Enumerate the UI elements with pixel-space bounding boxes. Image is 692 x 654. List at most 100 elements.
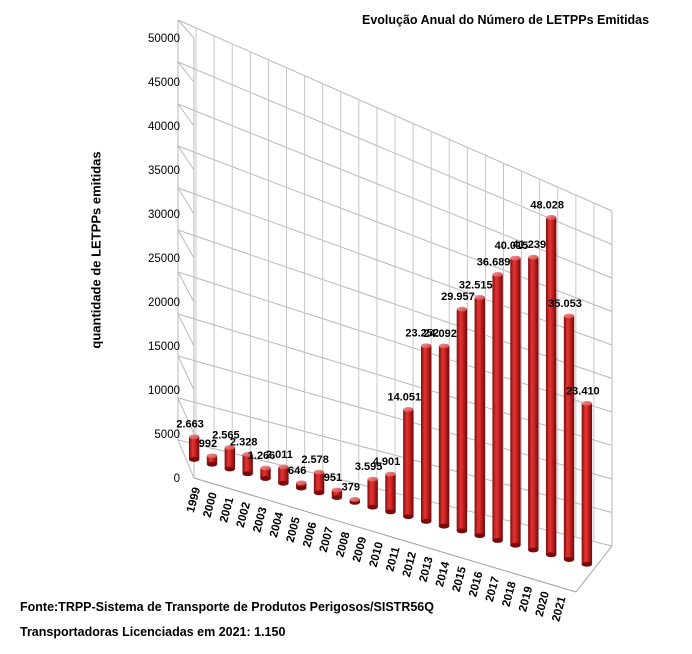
bar-body [296, 482, 307, 489]
bar-cap [438, 343, 450, 349]
data-label-2012: 23.252 [405, 328, 439, 340]
data-label-2014: 29.957 [441, 291, 475, 303]
bar-body [403, 409, 414, 517]
data-label-2015: 32.515 [459, 279, 493, 291]
data-label-2017: 40.015 [495, 240, 529, 252]
bar-cap [474, 295, 485, 300]
bar-base [510, 542, 521, 548]
x-tick-label-2003: 2003 [251, 506, 269, 534]
bar-cap [188, 434, 200, 440]
x-tick-label-2012: 2012 [401, 551, 419, 579]
bar-body [492, 274, 503, 541]
bar-body [188, 436, 200, 460]
bar-cap [296, 480, 307, 486]
bar-body [421, 345, 432, 522]
bar-2005 [296, 480, 307, 491]
x-tick-label-1999: 1999 [185, 486, 203, 514]
data-label-1999: 2.663 [176, 419, 204, 431]
y-tick-label: 25000 [148, 253, 180, 265]
bar-body [456, 309, 468, 531]
data-label-2002: 2.328 [230, 436, 258, 448]
bar-base [581, 561, 593, 567]
x-tick-label-2019: 2019 [517, 585, 535, 613]
bar-base [206, 461, 218, 467]
bar-2008 [349, 496, 360, 505]
y-tick-label: 45000 [148, 77, 180, 89]
bar-base [260, 476, 271, 481]
gridline-side-45000 [177, 61, 195, 83]
data-label-2001: 2.565 [212, 429, 240, 441]
gridline-side-0 [177, 439, 195, 479]
bar-2014 [456, 306, 468, 534]
bar-2019 [545, 215, 557, 558]
bar-1999 [188, 434, 200, 462]
licensed-carriers-note: Transportadoras Licenciadas em 2021: 1.1… [20, 625, 286, 639]
x-tick-label-2009: 2009 [351, 536, 369, 564]
x-tick-label-2016: 2016 [467, 570, 485, 598]
x-tick-label-2005: 2005 [285, 515, 303, 543]
bar-body [367, 479, 378, 508]
bar-base [403, 514, 414, 520]
data-label-2020: 35.053 [548, 298, 582, 310]
bar-2006 [313, 469, 325, 496]
y-tick-label: 10000 [148, 385, 180, 397]
data-label-2000: 992 [199, 438, 217, 450]
y-tick-label: 30000 [148, 209, 180, 221]
gridline-side-20000 [177, 271, 195, 303]
gridline-side-50000 [177, 19, 195, 39]
bar-base [367, 504, 378, 510]
bar-base [188, 457, 200, 462]
bar-cap [545, 215, 557, 220]
y-tick-label: 5000 [154, 429, 180, 441]
bar-2003 [260, 465, 271, 481]
bar-cap [278, 464, 289, 470]
bar-body [206, 455, 218, 465]
bar-body [331, 490, 343, 498]
bar-cap [581, 401, 593, 406]
x-tick-label-2015: 2015 [451, 565, 469, 593]
data-label-2003: 1.266 [248, 450, 276, 462]
bar-base [528, 547, 539, 553]
bar-base [224, 466, 236, 472]
bar-body [438, 345, 450, 527]
bar-body [242, 454, 253, 474]
gridline-side-5000 [177, 397, 195, 435]
bar-2011 [403, 407, 414, 520]
bar-2000 [206, 453, 218, 467]
chart-title: Evolução Anual do Número de LETPPs Emiti… [362, 13, 650, 27]
x-tick-label-2006: 2006 [301, 521, 319, 549]
bar-base [563, 557, 575, 562]
x-tick-label-2020: 2020 [534, 590, 552, 618]
x-tick-label-2017: 2017 [484, 575, 502, 603]
bar-cap [403, 407, 414, 412]
gridline-side-10000 [177, 355, 195, 391]
x-tick-label-2010: 2010 [368, 541, 386, 569]
y-tick-label: 15000 [148, 341, 180, 353]
bar-cap [260, 465, 271, 471]
x-tick-label-2011: 2011 [384, 545, 402, 573]
data-label-2005: 646 [288, 465, 306, 477]
bar-2010 [385, 471, 396, 515]
bar-cap [367, 476, 378, 482]
x-tick-label-2002: 2002 [235, 501, 253, 529]
x-tick-label-2008: 2008 [334, 530, 352, 558]
bar-base [296, 485, 307, 491]
bar-2001 [224, 445, 236, 472]
bar-cap [385, 471, 396, 477]
bar-2002 [242, 452, 253, 477]
bar-cap [456, 306, 468, 312]
y-tick-label: 20000 [148, 297, 180, 309]
bar-2018 [528, 254, 539, 553]
bar-base [545, 552, 557, 558]
x-tick-label-2004: 2004 [268, 510, 286, 538]
bar-body [224, 447, 236, 470]
data-label-2013: 24.092 [423, 328, 457, 340]
y-tick-label: 0 [174, 473, 180, 485]
bar-body [385, 474, 396, 512]
y-tick-label: 50000 [148, 33, 180, 45]
bar-cap [349, 496, 360, 502]
bar-2004 [278, 464, 289, 486]
bar-2017 [510, 255, 521, 548]
bar-base [278, 480, 289, 486]
